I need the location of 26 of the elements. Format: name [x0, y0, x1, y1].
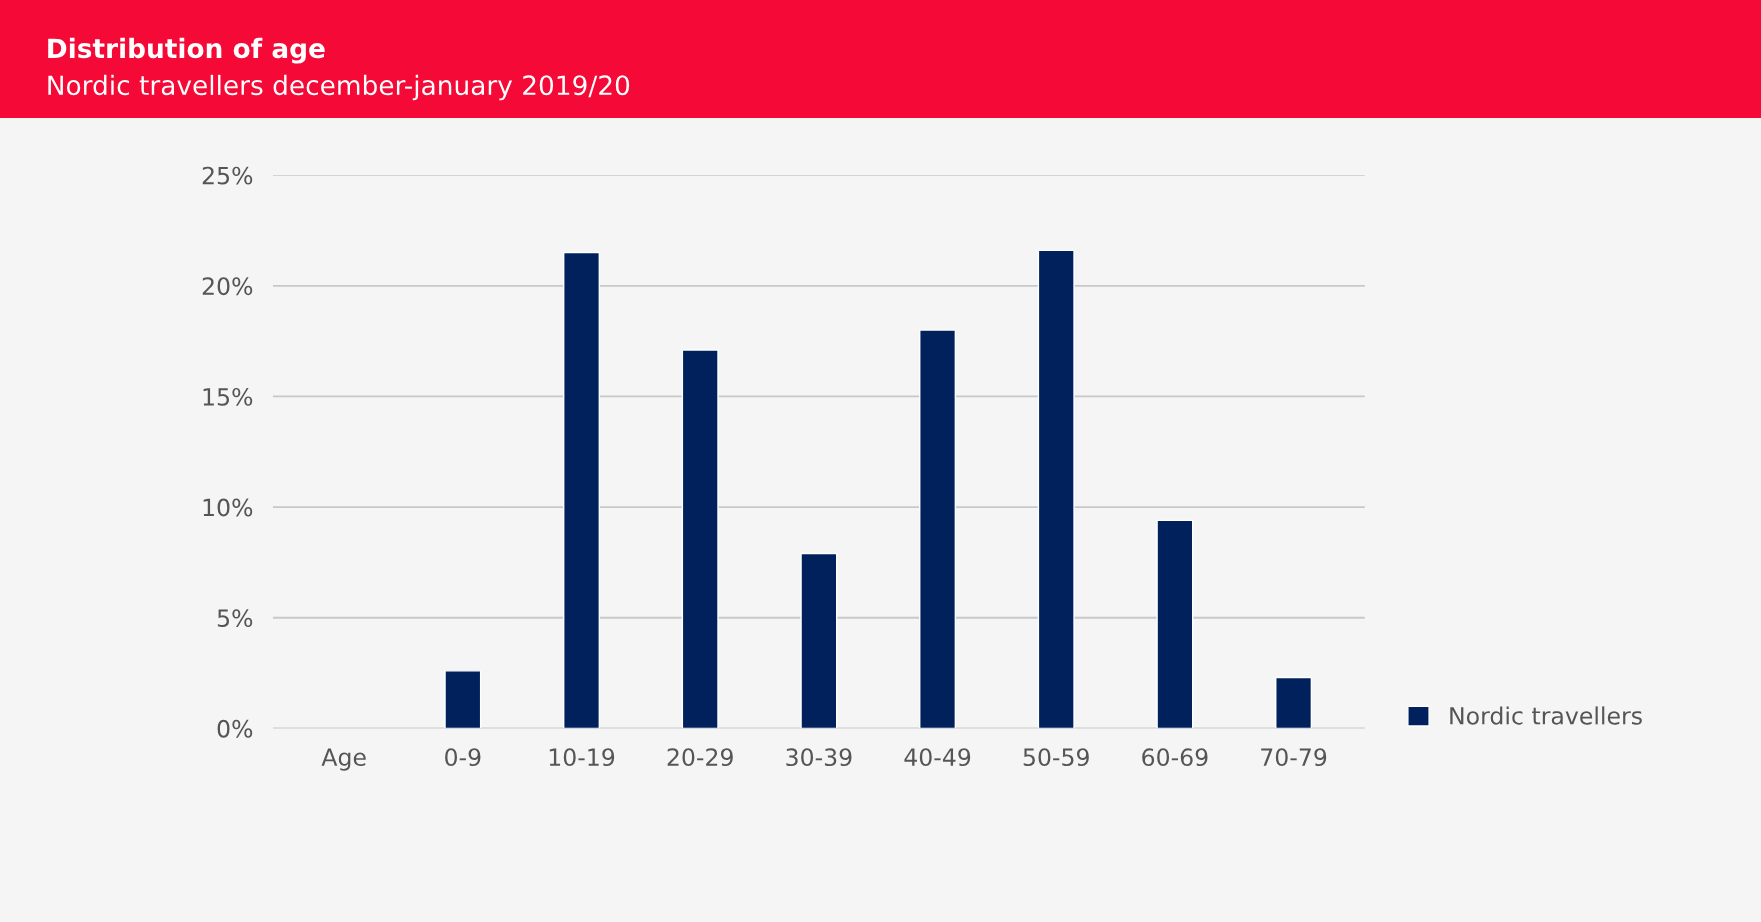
bar	[563, 251, 601, 729]
y-tick-label: 20%	[202, 277, 253, 296]
y-tick-label: 5%	[217, 609, 253, 628]
bar	[444, 670, 482, 729]
bar	[1037, 249, 1075, 729]
y-tick-label: 10%	[203, 498, 253, 517]
y-tick-label: 0%	[217, 719, 253, 738]
x-tick-label: 10-19	[549, 748, 615, 767]
chart-title: Distribution of age	[48, 37, 325, 64]
bar	[1156, 519, 1194, 729]
legend-label: Nordic travellers	[1450, 706, 1642, 725]
y-tick-label: 25%	[202, 166, 253, 185]
y-tick-label: 15%	[203, 387, 253, 406]
x-tick-label: 0-9	[445, 748, 481, 767]
bar	[681, 349, 719, 729]
bar	[919, 329, 957, 729]
x-tick-label: 30-39	[786, 748, 852, 767]
x-tick-label: 40-49	[904, 748, 971, 767]
x-tick-label: 70-79	[1261, 748, 1327, 767]
bar	[800, 552, 838, 729]
x-tick-label: 20-29	[667, 748, 733, 767]
x-tick-label: 50-59	[1023, 748, 1089, 767]
bar	[1275, 676, 1313, 729]
x-tick-label: 60-69	[1142, 748, 1208, 767]
x-tick-label: Age	[321, 748, 366, 771]
chart-subtitle: Nordic travellers december-january 2019/20	[48, 74, 630, 101]
